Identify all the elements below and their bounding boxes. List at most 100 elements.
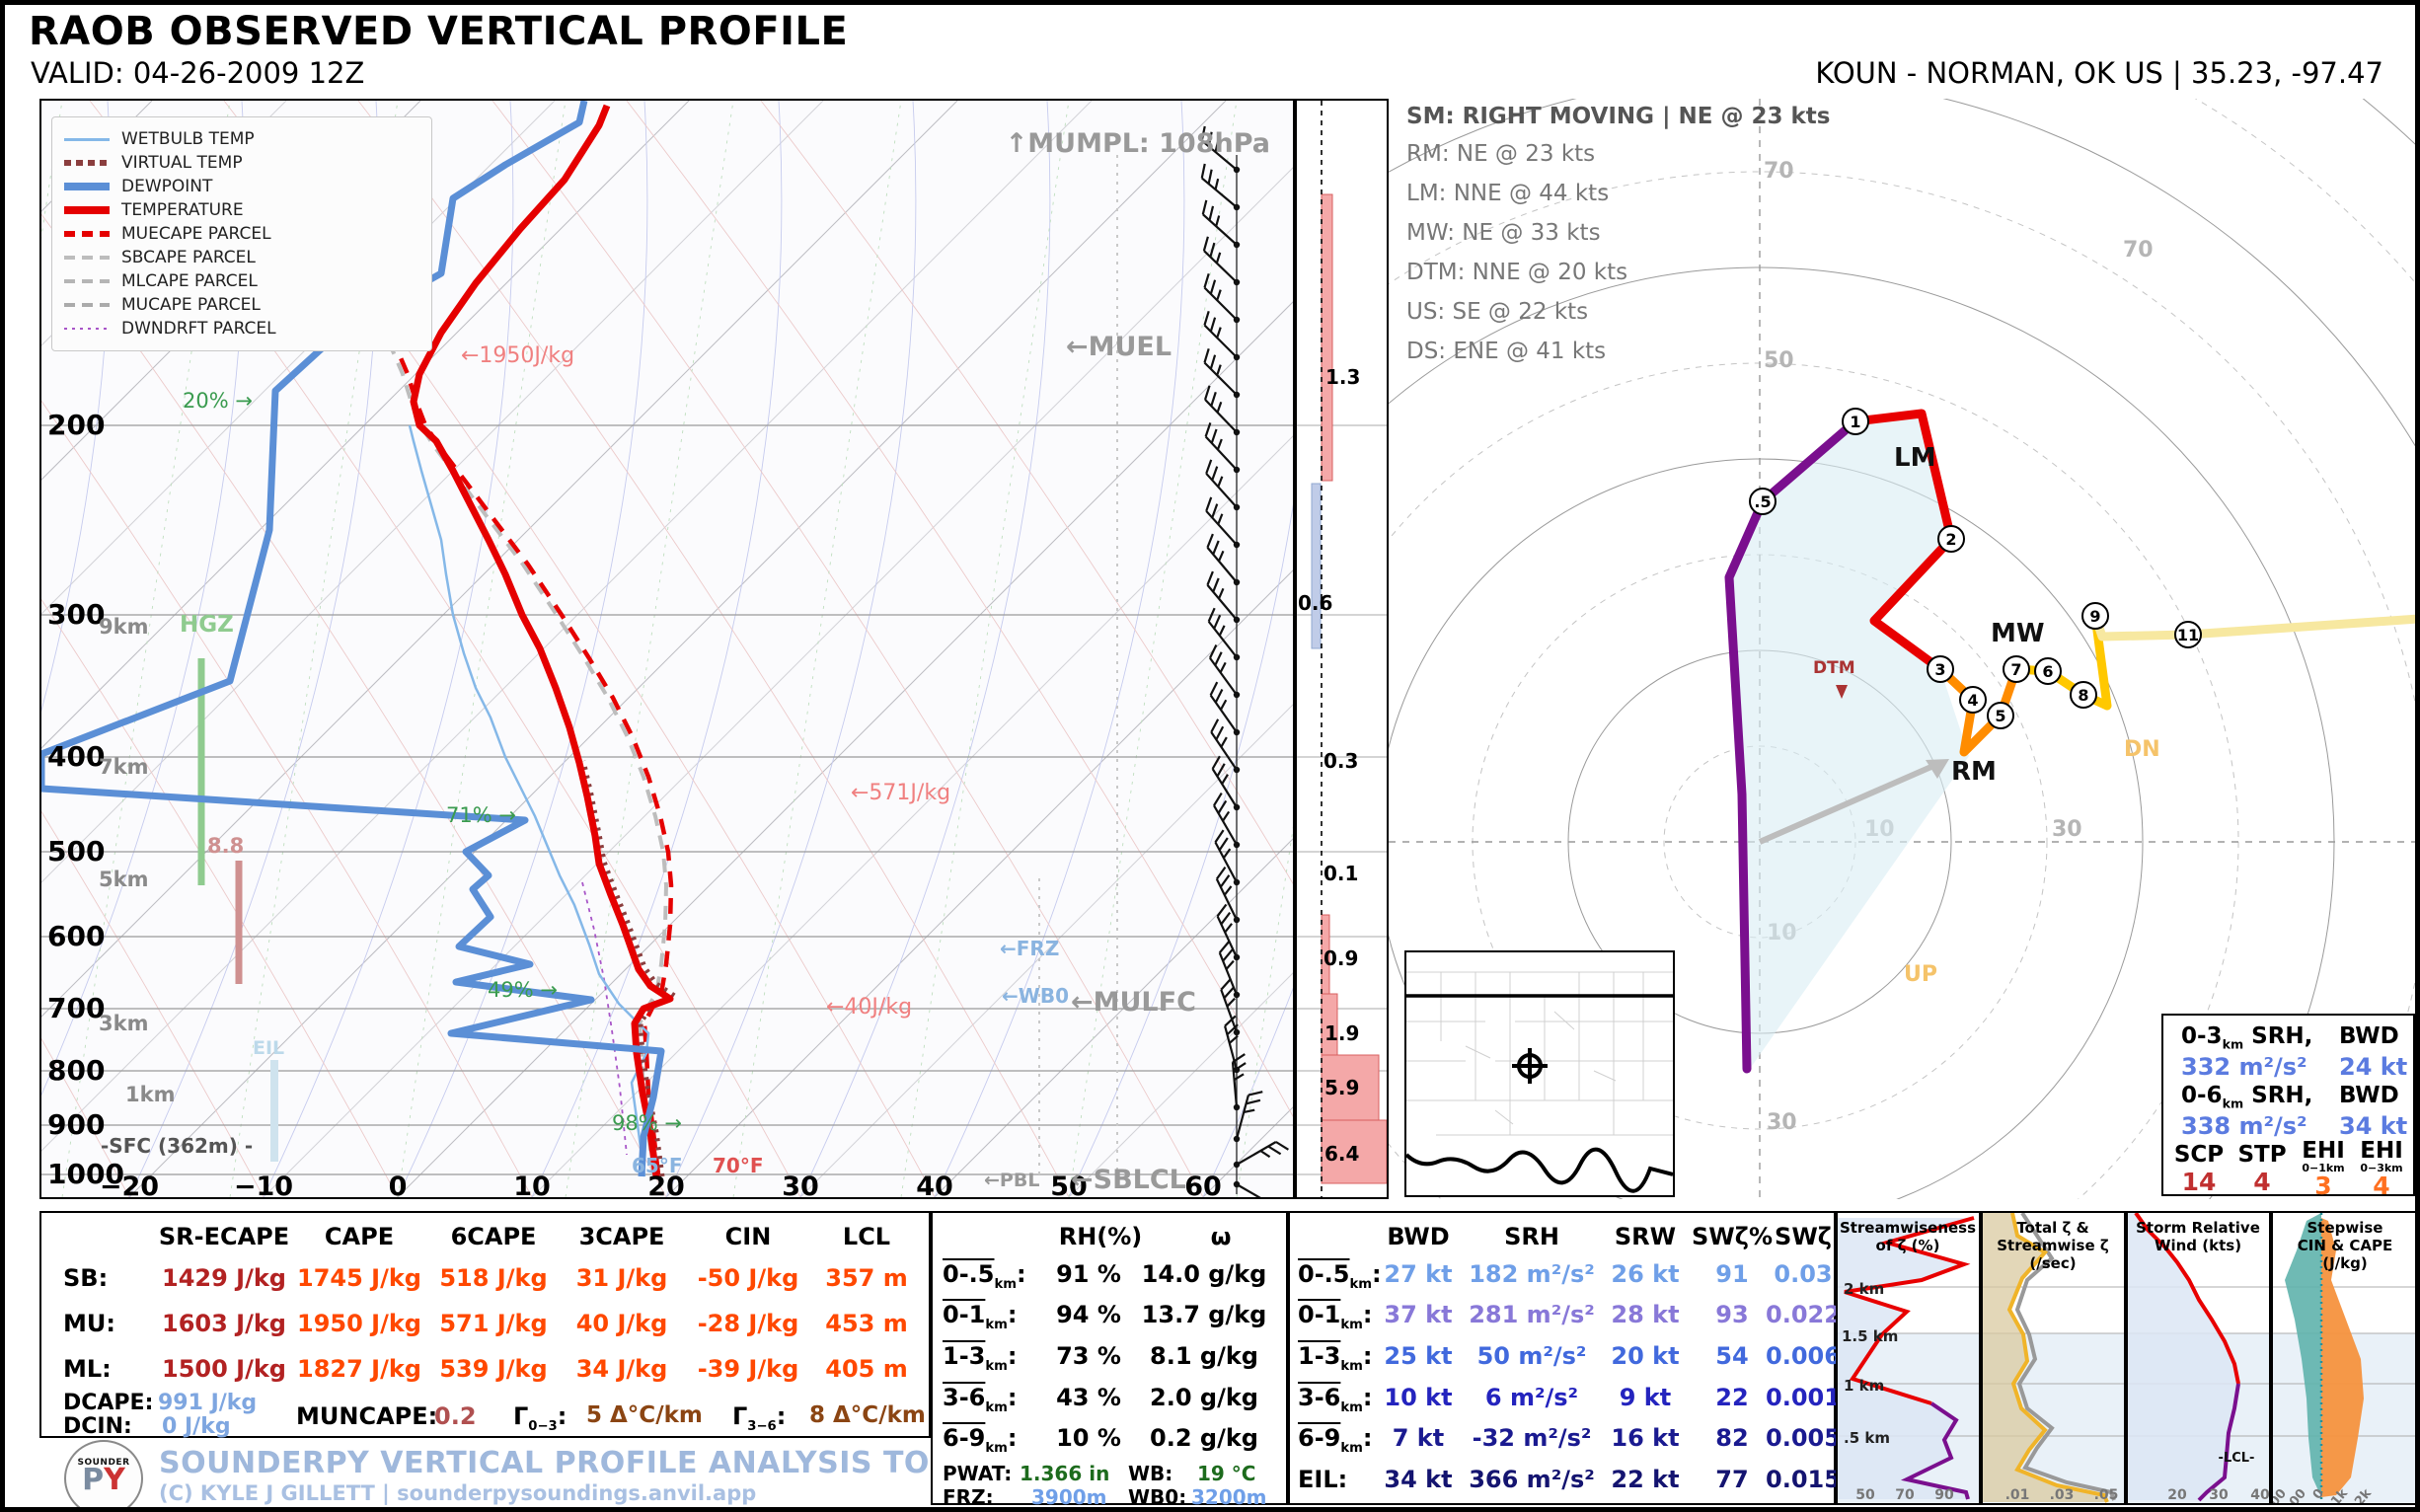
layer-label: 0-.5km: [943, 1260, 1026, 1292]
frz-label: ←FRZ [1000, 937, 1059, 960]
legend-item: VIRTUAL TEMP [64, 151, 419, 175]
srw-header: SRW [1614, 1223, 1677, 1250]
panel-title: Streamwise ζ [1997, 1237, 2109, 1254]
x-tick: 40 [916, 1172, 953, 1197]
km-marker: 3 [1934, 660, 1945, 679]
layer-label: 3-6km: [943, 1384, 1018, 1415]
km-marker: 4 [1967, 691, 1978, 710]
legend-label: DEWPOINT [121, 177, 213, 196]
wb-value: 19 °C [1197, 1462, 1256, 1485]
strip-value: 0.6 [1298, 591, 1332, 615]
ml-srecape: 1500 J/kg [162, 1355, 286, 1383]
trace-9-12km [2090, 611, 2415, 642]
legend-item: TEMPERATURE [64, 198, 419, 222]
x-tick: 20 [647, 1172, 685, 1197]
trace-3-7km [1935, 664, 2021, 757]
bwd06-label: BWD [2339, 1083, 2399, 1108]
y-label: .5 km [1844, 1429, 1890, 1447]
panel-title: CIN & CAPE [2298, 1237, 2393, 1254]
srw-value: 16 kt [1611, 1424, 1680, 1452]
km-marker: 8 [2078, 686, 2088, 705]
skewt-plot: 200 300 400 500 600 700 800 900 1000 −20… [41, 101, 1293, 1197]
sblcl-label: ←SBLCL [1071, 1165, 1186, 1195]
mucape-value-label: ←1950J/kg [461, 343, 574, 368]
station-id: KOUN - NORMAN, OK US | 35.23, -97.47 [1815, 56, 2383, 90]
mu-cin: -28 J/kg [697, 1310, 799, 1337]
srh-bwd-box: 0-3km SRH, BWD 332 m²/s² 24 kt 0-6km SRH… [2161, 1014, 2415, 1200]
km-marker: 11 [2177, 626, 2199, 644]
x-tick: 0 [389, 1172, 408, 1197]
panel-total-zeta: Total ζ & Streamwise ζ (/sec) .01 .03 .0… [1981, 1211, 2126, 1505]
ehi1-label: EHI [2302, 1138, 2345, 1164]
x-tick: .03 [2050, 1487, 2075, 1503]
height-km-labels: 13km 9km 7km 5km 3km 1km [99, 307, 175, 1106]
muel-label: ←MUEL [1066, 332, 1172, 362]
cape-area [2321, 1218, 2364, 1497]
rh20-label: 20% → [183, 389, 253, 413]
swzp-value: 77 [1715, 1466, 1749, 1493]
legend-item: MUECAPE PARCEL [64, 222, 419, 246]
km-marker: 7 [2010, 660, 2021, 679]
legend-label: DWNDRFT PARCEL [121, 319, 276, 339]
ehi1-value: 3 [2314, 1172, 2332, 1200]
legend-label: MUCAPE PARCEL [121, 295, 261, 315]
kinematics-table: BWD SRH SRW SWζ% SWζ 0-.5km: 27 kt 182 m… [1288, 1211, 1841, 1505]
legend-label: VIRTUAL TEMP [121, 153, 243, 173]
row-label: SB: [63, 1264, 109, 1292]
row-label: MU: [63, 1310, 115, 1337]
valid-time: VALID: 04-26-2009 12Z [31, 56, 365, 90]
y-label: 1.5 km [1842, 1327, 1898, 1345]
wb-label: WB: [1128, 1462, 1173, 1485]
ring-label: 70 [1764, 159, 1794, 184]
col-header: CIN [724, 1223, 772, 1250]
omega-header: ω [1210, 1223, 1232, 1250]
mw-readout: MW: NE @ 33 kts [1406, 220, 1601, 246]
panel-title: Storm Relative [2136, 1219, 2260, 1237]
swz-value: 0.03 [1774, 1260, 1833, 1288]
bwd-value: 34 kt [1384, 1466, 1453, 1493]
dcin-value: 0 J/kg [162, 1414, 231, 1439]
sm-title: SM: RIGHT MOVING | NE @ 23 kts [1406, 104, 1831, 129]
mu-lcl: 453 m [825, 1310, 908, 1337]
pressure-tick: 800 [47, 1054, 105, 1087]
srh-value: 281 m²/s² [1469, 1301, 1595, 1328]
srh-header: SRH [1504, 1223, 1559, 1250]
sb-3cape: 31 J/kg [575, 1264, 668, 1292]
stepwise-plot: Stepwise CIN & CAPE (J/kg) -200 -100 0 1… [2258, 1213, 2415, 1507]
rh-value: 43 % [1056, 1384, 1121, 1411]
pressure-gridlines [41, 424, 1293, 1175]
rh-value: 10 % [1056, 1424, 1121, 1452]
dtm-marker [1836, 685, 1848, 699]
ds-readout: DS: ENE @ 41 kts [1406, 339, 1607, 364]
bwd06-value: 34 kt [2339, 1112, 2408, 1140]
t65-label: 65°F [632, 1154, 683, 1177]
cape-bar [1321, 1054, 1380, 1121]
dewpoint-line-icon [64, 183, 110, 190]
ehi3-sub: 0−3km [2360, 1162, 2403, 1174]
temperature-line [410, 104, 674, 1177]
frz-table-label: FRZ: [943, 1485, 994, 1509]
panel-title: (J/kg) [2322, 1254, 2367, 1272]
logo-text: SOUNDER [77, 1458, 130, 1468]
srw-value: 22 kt [1611, 1466, 1680, 1493]
layer-label: 1-3km: [1298, 1342, 1373, 1374]
sb-6cape: 518 J/kg [439, 1264, 548, 1292]
swzp-value: 91 [1715, 1260, 1749, 1288]
km-label: 9km [99, 615, 148, 639]
ml-6cape: 539 J/kg [439, 1355, 548, 1383]
storm-motion-readout: SM: RIGHT MOVING | NE @ 23 kts RM: NE @ … [1406, 104, 1830, 378]
virtual-temp-line [580, 760, 682, 1177]
swzp-value: 54 [1715, 1342, 1749, 1370]
km-marker: 1 [1850, 413, 1860, 431]
x-tick: −10 [234, 1172, 293, 1197]
bwd03-label: BWD [2339, 1023, 2399, 1049]
pressure-tick-labels: 200 300 400 500 600 700 800 900 1000 [47, 409, 124, 1190]
wetbulb-line [408, 424, 650, 1177]
pressure-tick: 200 [47, 409, 105, 441]
sb-cin: -50 J/kg [697, 1264, 799, 1292]
swz-value: 0.005 [1766, 1424, 1841, 1452]
mu-6cape: 571 J/kg [439, 1310, 548, 1337]
layer-label: 0-1km: [943, 1301, 1018, 1332]
sbcape-line-icon [64, 256, 110, 260]
